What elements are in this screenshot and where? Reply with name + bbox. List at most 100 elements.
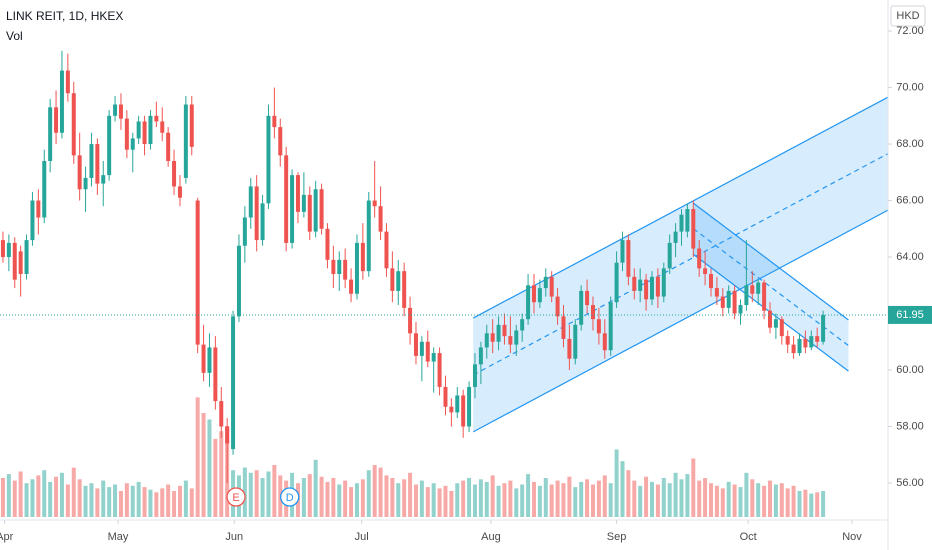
- candle-body: [526, 285, 531, 320]
- volume-bar: [472, 484, 477, 517]
- candle-body: [307, 194, 312, 232]
- chart-title: LINK REIT, 1D, HKEX: [6, 9, 123, 23]
- candle-body: [266, 115, 271, 204]
- volume-bar: [77, 479, 82, 517]
- volume-bar: [24, 483, 29, 517]
- volume-bar: [449, 491, 454, 517]
- volume-bar: [514, 488, 519, 517]
- volume-bar: [266, 471, 271, 517]
- volume-bar: [413, 484, 418, 517]
- volume-bar: [160, 488, 165, 517]
- x-tick-label: Sep: [607, 531, 627, 543]
- candle-body: [531, 285, 536, 303]
- candle-body: [65, 70, 70, 94]
- volume-label: Vol: [6, 29, 23, 43]
- candle-body: [537, 288, 542, 303]
- volume-bar: [354, 483, 359, 517]
- candle-body: [649, 276, 654, 300]
- candle-body: [573, 324, 578, 359]
- volume-bar: [189, 488, 194, 517]
- volume-bar: [685, 474, 690, 517]
- candle-body: [30, 200, 35, 241]
- volume-bar: [649, 481, 654, 517]
- candle-body: [467, 386, 472, 427]
- candle-body: [130, 138, 135, 150]
- candle-body: [431, 353, 436, 362]
- candle-body: [821, 314, 826, 342]
- currency-box[interactable]: [890, 5, 926, 27]
- candle-body: [779, 319, 784, 337]
- candle-body: [496, 324, 501, 342]
- candle-body: [632, 276, 637, 291]
- volume-bar: [313, 459, 318, 517]
- volume-bar: [679, 479, 684, 517]
- candle-body: [508, 336, 513, 345]
- volume-bar: [567, 476, 572, 517]
- candle-body: [815, 336, 820, 342]
- x-tick-label: Apr: [0, 531, 14, 543]
- candle-body: [750, 285, 755, 294]
- candle-body: [555, 296, 560, 317]
- candle-body: [113, 104, 118, 116]
- candle-body: [543, 276, 548, 289]
- candle-body: [354, 242, 359, 294]
- volume-bar: [797, 491, 802, 517]
- candle-body: [425, 341, 430, 362]
- volume-bar: [30, 479, 35, 517]
- x-tick-label: Aug: [481, 531, 501, 543]
- volume-bar: [136, 481, 141, 517]
- volume-bar: [555, 480, 560, 517]
- volume-bar: [697, 480, 702, 517]
- candle-body: [136, 121, 141, 139]
- volume-bar: [732, 484, 737, 517]
- volume-bar: [101, 480, 106, 517]
- volume-bar: [608, 483, 613, 517]
- candle-body: [142, 121, 147, 145]
- y-tick-label: 68.00: [896, 138, 924, 150]
- volume-bar: [408, 472, 413, 517]
- candle-body: [449, 406, 454, 413]
- candle-body: [708, 273, 713, 289]
- candle-body: [614, 262, 619, 303]
- candle-body: [48, 107, 53, 161]
- volume-bar: [390, 478, 395, 517]
- channel-fill: [693, 203, 849, 372]
- event-marker: [280, 487, 300, 507]
- volume-bar: [779, 483, 784, 517]
- volume-bar: [402, 479, 407, 517]
- volume-bar: [484, 481, 489, 517]
- candle-body: [272, 115, 277, 128]
- volume-bar: [331, 478, 336, 517]
- volume-bar: [378, 467, 383, 517]
- volume-bar: [467, 478, 472, 517]
- volume-bar: [644, 476, 649, 517]
- volume-bar: [738, 487, 743, 517]
- candle-body: [472, 364, 477, 387]
- volume-bar: [520, 484, 525, 517]
- volume-bar: [107, 487, 112, 517]
- candle-body: [809, 336, 814, 348]
- last-price-label: 61.95: [896, 309, 924, 321]
- volume-bar: [708, 483, 713, 517]
- candle-body: [419, 341, 424, 356]
- y-tick-label: 72.00: [896, 25, 924, 37]
- volume-bar: [319, 476, 324, 517]
- volume-bar: [791, 485, 796, 517]
- candle-body: [714, 288, 719, 297]
- candle-body: [349, 279, 354, 294]
- volume-bar: [821, 491, 826, 517]
- candle-body: [54, 107, 59, 133]
- candle-body: [602, 333, 607, 351]
- volume-bar: [124, 483, 129, 517]
- candle-body: [484, 333, 489, 348]
- volume-bar: [154, 492, 159, 517]
- candle-body: [160, 121, 165, 133]
- volume-bar: [65, 484, 70, 517]
- candle-body: [490, 333, 495, 342]
- candle-body: [71, 93, 76, 156]
- volume-bar: [691, 458, 696, 517]
- volume-bar: [166, 484, 171, 517]
- event-marker: [226, 487, 246, 507]
- volume-bar: [809, 493, 814, 517]
